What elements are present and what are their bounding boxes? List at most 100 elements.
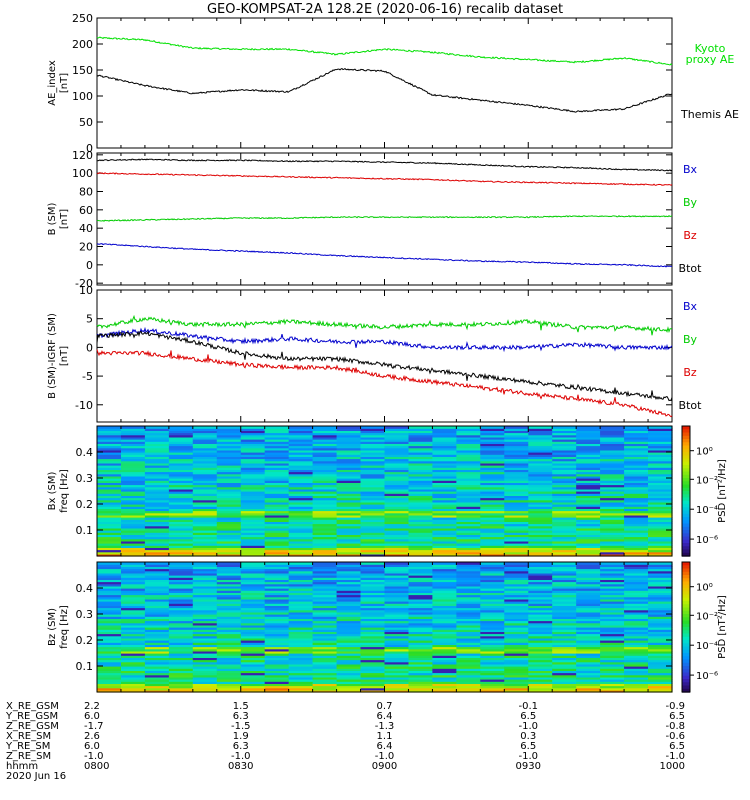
spectrogram-cell	[240, 642, 266, 645]
spectrogram-cell	[600, 428, 625, 431]
spectrogram-cell	[384, 668, 410, 671]
spectrogram-cell	[168, 666, 194, 669]
spectrogram-cell	[600, 495, 625, 499]
spectrogram-cell	[624, 661, 649, 665]
spectrogram-cell	[192, 428, 218, 431]
spectrogram-cell	[624, 534, 649, 538]
spectrogram-cell	[264, 443, 290, 447]
spectrogram-cell	[624, 609, 649, 613]
spectrogram-cell	[168, 443, 194, 447]
spectrogram-cell	[360, 631, 386, 635]
spectrogram-cell	[192, 653, 218, 656]
spectrogram-cell	[600, 467, 625, 470]
y-tick-label: 0	[86, 259, 93, 272]
spectrogram-cell	[360, 663, 386, 667]
spectrogram-cell	[264, 572, 290, 576]
spectrogram-cell	[144, 547, 170, 551]
spectrogram-cell	[264, 564, 290, 567]
spectrogram-cell	[264, 642, 290, 645]
spectrogram-cell	[576, 637, 601, 641]
spectrogram-cell	[144, 449, 170, 453]
spectrogram-cell	[504, 570, 529, 574]
spectrogram-cell	[240, 601, 266, 604]
spectrogram-cell	[480, 672, 505, 676]
spectrogram-cell	[144, 672, 170, 676]
spectrogram-cell	[312, 577, 338, 580]
spectrogram-cell	[121, 445, 146, 449]
spectrogram-cell	[528, 594, 553, 598]
spectrogram-cell	[480, 532, 505, 535]
spectrogram-cell	[432, 568, 457, 572]
spectrogram-cell	[480, 517, 505, 520]
spectrogram-cell	[456, 624, 481, 628]
spectrogram-cell	[576, 458, 601, 462]
spectrogram-cell	[600, 430, 625, 434]
spectrogram-cell	[240, 441, 266, 444]
spectrogram-cell	[648, 661, 673, 665]
spectrogram-cell	[97, 644, 122, 648]
spectrogram-cell	[168, 603, 194, 606]
spectrogram-cell	[312, 566, 338, 570]
colorbar-segment	[682, 507, 690, 512]
spectrogram-cell	[480, 493, 505, 496]
ephemeris-value: 6.5	[669, 741, 685, 752]
spectrogram-cell	[121, 538, 146, 542]
spectrogram-cell	[97, 543, 122, 546]
spectrogram-cell	[121, 499, 146, 503]
spectrogram-cell	[144, 452, 170, 455]
spectrogram-cell	[264, 491, 290, 494]
spectrogram-cell	[121, 611, 146, 615]
spectrogram-cell	[432, 616, 457, 619]
spectrogram-cell	[360, 572, 386, 576]
spectrogram-cell	[408, 452, 434, 455]
spectrogram-cell	[360, 672, 386, 676]
spectrogram-cell	[240, 663, 266, 667]
spectrogram-cell	[528, 609, 553, 613]
spectrogram-cell	[552, 430, 577, 434]
spectrogram-cell	[576, 456, 601, 460]
spectrogram-cell	[360, 432, 386, 436]
spectrogram-cell	[408, 607, 434, 611]
spectrogram-cell	[576, 583, 601, 587]
spectrogram-cell	[480, 436, 505, 440]
spectrogram-cell	[216, 432, 242, 436]
spectrogram-cell	[432, 637, 457, 641]
spectrogram-cell	[576, 655, 601, 658]
spectrogram-cell	[312, 659, 338, 663]
spectrogram-cell	[432, 631, 457, 635]
spectrogram-cell	[144, 465, 170, 468]
spectrogram-cell	[168, 439, 194, 442]
spectrogram-cell	[121, 644, 146, 648]
spectrogram-cell	[384, 575, 410, 578]
colorbar-segment	[682, 675, 690, 680]
spectrogram-cell	[216, 646, 242, 650]
spectrogram-cell	[336, 551, 362, 555]
spectrogram-cell	[480, 480, 505, 483]
spectrogram-cell	[480, 592, 505, 596]
spectrogram-cell	[240, 594, 266, 598]
spectrogram-cell	[192, 504, 218, 507]
spectrogram-cell	[384, 588, 410, 591]
spectrogram-cell	[648, 426, 673, 429]
spectrogram-cell	[600, 627, 625, 630]
spectrogram-cell	[600, 572, 625, 576]
spectrogram-cell	[168, 488, 194, 492]
spectrogram-cell	[192, 581, 218, 585]
spectrogram-cell	[121, 497, 146, 501]
spectrogram-cell	[144, 605, 170, 609]
spectrogram-cell	[600, 519, 625, 522]
spectrogram-cell	[168, 441, 194, 444]
spectrogram-cell	[312, 484, 338, 488]
spectrogram-cell	[192, 488, 218, 492]
spectrogram-cell	[264, 469, 290, 473]
spectrogram-cell	[384, 670, 410, 674]
spectrogram-cell	[264, 510, 290, 514]
spectrogram-cell	[144, 462, 170, 466]
spectrogram-cell	[480, 530, 505, 533]
spectrogram-cell	[168, 456, 194, 460]
spectrogram-cell	[408, 583, 434, 587]
spectrogram-cell	[600, 681, 625, 684]
spectrogram-cell	[312, 650, 338, 654]
spectrogram-cell	[648, 536, 673, 540]
spectrogram-cell	[648, 510, 673, 514]
